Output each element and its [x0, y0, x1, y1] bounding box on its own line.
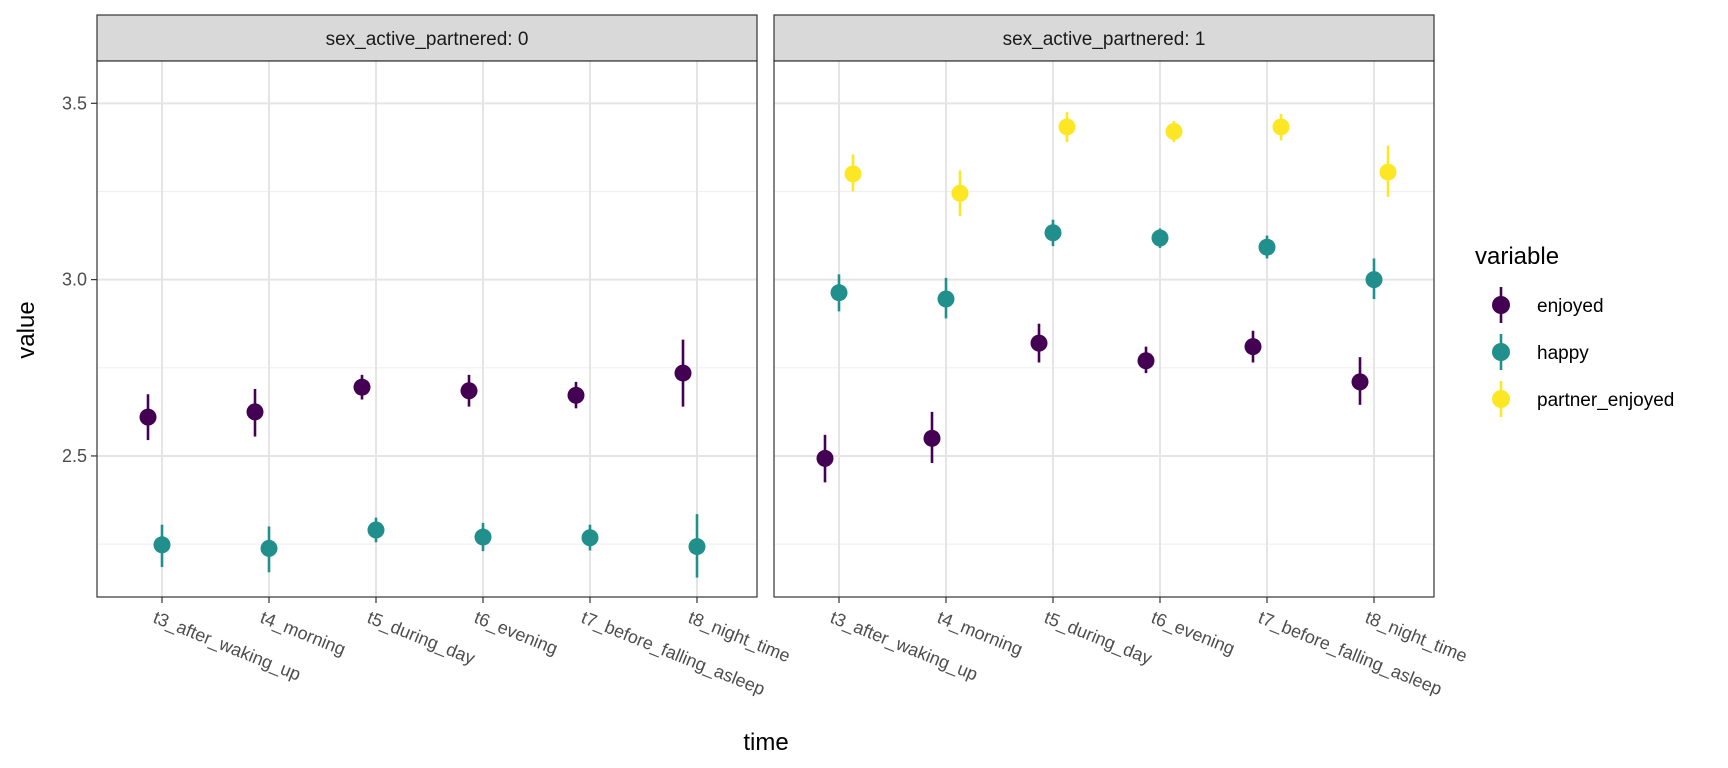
point-happy: [937, 290, 955, 308]
facet-panels: sex_active_partnered: 0t3_after_waking_u…: [96, 14, 1470, 700]
x-tick-label: t7_before_falling_asleep: [578, 607, 768, 700]
legend-label-partner_enjoyed: partner_enjoyed: [1537, 390, 1674, 411]
y-axis-title: value: [13, 301, 40, 358]
facet-panel-0: sex_active_partnered: 0t3_after_waking_u…: [96, 14, 793, 700]
point-happy: [830, 284, 848, 302]
legend-key-partner_enjoyed: [1492, 381, 1510, 417]
point-happy: [1258, 238, 1276, 256]
panel-border: [773, 60, 1435, 598]
point-enjoyed: [1244, 338, 1262, 356]
point-enjoyed: [353, 378, 371, 396]
point-happy: [581, 529, 599, 547]
point-enjoyed: [246, 403, 264, 421]
facet-strip-label: sex_active_partnered: 1: [1003, 29, 1206, 50]
legend-label-happy: happy: [1537, 343, 1589, 364]
point-partner_enjoyed: [951, 184, 969, 202]
point-enjoyed: [674, 364, 692, 382]
x-tick-label: t5_during_day: [364, 607, 478, 669]
point-happy: [260, 539, 278, 557]
point-happy: [367, 521, 385, 539]
facet-strip: [773, 14, 1435, 62]
point-enjoyed: [923, 429, 941, 447]
point-happy: [153, 536, 171, 554]
point-partner_enjoyed: [1379, 163, 1397, 181]
x-tick-label: t7_before_falling_asleep: [1255, 607, 1445, 700]
legend-label-enjoyed: enjoyed: [1537, 296, 1604, 317]
x-axis-title: time: [743, 729, 788, 756]
point-enjoyed: [816, 449, 834, 467]
panel-background: [774, 61, 1434, 597]
point-enjoyed: [139, 408, 157, 426]
y-axis: 2.5 3.0 3.5: [62, 93, 97, 466]
facet-strip-label: sex_active_partnered: 0: [326, 29, 529, 50]
legend-key-enjoyed: [1492, 287, 1510, 323]
y-tick-label: 2.5: [62, 446, 87, 466]
legend-title: variable: [1475, 243, 1559, 270]
point-happy: [1151, 229, 1169, 247]
legend-key-happy: [1492, 334, 1510, 370]
point-enjoyed: [1351, 373, 1369, 391]
point-enjoyed: [1137, 352, 1155, 370]
point-partner_enjoyed: [844, 165, 862, 183]
legend: variable enjoyed happy partner_enjoyed: [1475, 243, 1674, 417]
panel-background: [97, 61, 757, 597]
y-tick-label: 3.0: [62, 270, 87, 290]
y-tick-label: 3.5: [62, 93, 87, 113]
point-happy: [688, 538, 706, 556]
point-enjoyed: [1030, 334, 1048, 352]
x-tick-label: t6_evening: [1148, 607, 1238, 659]
point-happy: [1044, 224, 1062, 242]
point-enjoyed: [460, 382, 478, 400]
point-partner_enjoyed: [1272, 118, 1290, 136]
point-enjoyed: [567, 386, 585, 404]
point-partner_enjoyed: [1058, 118, 1076, 136]
x-tick-label: t5_during_day: [1041, 607, 1155, 669]
x-tick-label: t6_evening: [471, 607, 561, 659]
panel-border: [96, 60, 758, 598]
facet-strip: [96, 14, 758, 62]
point-partner_enjoyed: [1165, 123, 1183, 141]
point-happy: [474, 528, 492, 546]
point-happy: [1365, 271, 1383, 289]
facet-panel-1: sex_active_partnered: 1t3_after_waking_u…: [773, 14, 1470, 700]
